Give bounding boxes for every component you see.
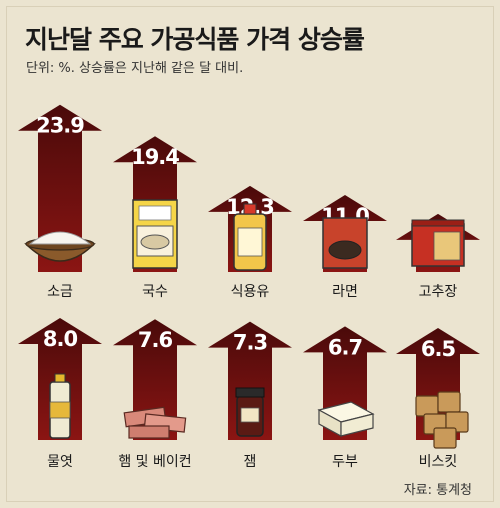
category-label: 두부 [332,454,358,470]
value-label: 6.5 [421,337,456,361]
value-label: 6.7 [328,335,362,359]
category-label: 고추장 [419,284,458,300]
value-label: 8.0 [43,327,78,351]
bar-5: 8.3고추장 [396,213,480,300]
chart-subtitle: 단위: %. 상승률은 지난해 같은 달 대비. [26,61,244,76]
arrow-mark [113,319,197,440]
value-label: 23.9 [36,114,84,138]
bar-10: 6.5 비스킷 [396,328,480,470]
salt-bowl-icon [24,231,96,262]
oil-bottle-icon [233,203,267,271]
jam-jar-icon [235,387,265,437]
arrow-mark [208,321,292,440]
biscuits-icon [415,391,469,449]
bar-6: 8.0 물엿 [18,318,102,470]
syrup-bottle-icon [49,373,71,439]
value-label: 7.3 [233,331,267,355]
category-label: 라면 [332,284,358,300]
category-label: 햄 및 베이컨 [118,454,191,470]
category-label: 물엿 [47,454,73,470]
category-label: 식용유 [231,284,270,300]
bar-8: 7.3 잼 [208,321,292,470]
category-label: 국수 [142,284,168,300]
chart-frame [6,6,494,502]
noodle-pack-icon [132,199,178,269]
category-label: 잼 [244,454,257,470]
category-label: 비스킷 [419,454,458,470]
value-label: 7.6 [138,328,173,352]
source-note: 자료: 통계청 [403,483,472,498]
tofu-icon [317,401,375,438]
bar-1: 23.9 소금 [18,104,102,300]
bar-9: 6.7 두부 [303,326,387,470]
bar-3: 12.3식용유 [208,185,292,300]
arrow-mark [18,104,102,272]
value-label: 19.4 [131,145,179,169]
bar-7: 7.6 햄 및 베이컨 [113,319,197,470]
bar-4: 11.0라면 [303,195,387,300]
bar-2: 19.4 국수 [113,136,197,300]
gochujang-tub-icon [411,219,465,267]
category-label: 소금 [47,284,73,300]
ham-slices-icon [123,406,187,439]
chart-title: 지난달 주요 가공식품 가격 상승률 [25,25,365,54]
ramen-pack-icon [322,217,368,269]
